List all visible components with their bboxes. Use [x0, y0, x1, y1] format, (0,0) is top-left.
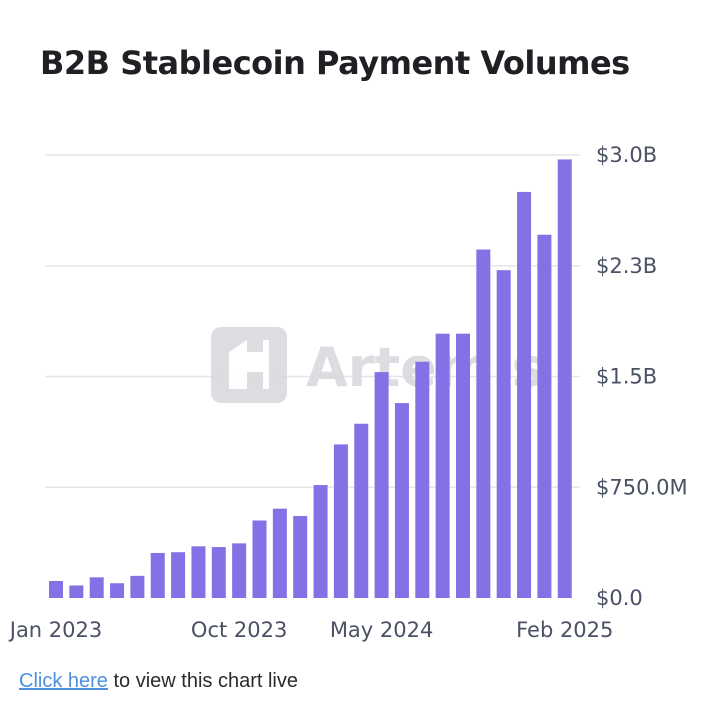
- y-tick-label: $3.0B: [596, 143, 657, 167]
- x-tick-label: Feb 2025: [516, 618, 613, 642]
- grid-lines: [45, 154, 580, 488]
- y-axis-tick-labels: $0.0 $750.0M $1.5B $2.3B $3.0B: [596, 143, 688, 610]
- bar: Jul 2024: [415, 361, 430, 598]
- bar: May 2024: [374, 372, 389, 598]
- chart-footer: Click here to view this chart live: [19, 670, 298, 693]
- bar: Sep 2023: [211, 547, 226, 598]
- footer-text: to view this chart live: [107, 670, 298, 692]
- bar: Oct 2024: [476, 249, 491, 598]
- bar: Sep 2024: [456, 333, 470, 598]
- bar: Feb 2023: [69, 585, 84, 598]
- bar: Jan 2025: [537, 234, 552, 599]
- x-tick-label: Jan 2023: [8, 618, 103, 642]
- chart-title: B2B Stablecoin Payment Volumes: [40, 44, 630, 82]
- bars: Jan 2023 Feb 2023 Mar 2023 Apr 2023 May 2023…: [49, 159, 572, 599]
- y-tick-label: $0.0: [596, 586, 643, 610]
- bar: Jun 2023: [150, 552, 165, 598]
- bar: Feb 2024: [313, 485, 328, 598]
- bar: Nov 2023: [252, 520, 267, 598]
- bar: Feb 2025: [557, 159, 572, 598]
- bar: Jan 2024: [293, 516, 308, 598]
- bar: May 2023: [130, 575, 145, 598]
- bar: Apr 2023: [110, 583, 125, 598]
- bar: Aug 2023: [191, 546, 206, 598]
- watermark-logo-glyph-icon: [229, 340, 269, 389]
- bar-chart: Artemis Jan 2023Feb 2023Mar 2023Apr 2023…: [8, 143, 688, 642]
- bar: Apr 2024: [354, 423, 369, 598]
- bar: Dec 2024: [517, 191, 532, 599]
- bar: Jan 2023: [49, 581, 63, 598]
- x-tick-label: Oct 2023: [191, 618, 287, 642]
- y-tick-label: $750.0M: [596, 475, 688, 499]
- bar: Mar 2024: [333, 444, 348, 598]
- y-tick-label: $1.5B: [596, 365, 657, 389]
- bar: Jul 2023: [171, 552, 186, 598]
- bar: Jun 2024: [394, 403, 409, 598]
- bar: Oct 2023: [232, 543, 247, 598]
- view-live-link[interactable]: Click here: [19, 670, 108, 692]
- x-tick-label: May 2024: [330, 618, 434, 642]
- bar: Aug 2024: [435, 333, 450, 598]
- bar: Dec 2023: [272, 508, 287, 598]
- bar: Mar 2023: [89, 577, 104, 598]
- x-axis-tick-labels: Jan 2023 Oct 2023 May 2024 Feb 2025: [8, 618, 614, 642]
- y-tick-label: $2.3B: [596, 254, 657, 278]
- bar: Nov 2024: [496, 270, 511, 598]
